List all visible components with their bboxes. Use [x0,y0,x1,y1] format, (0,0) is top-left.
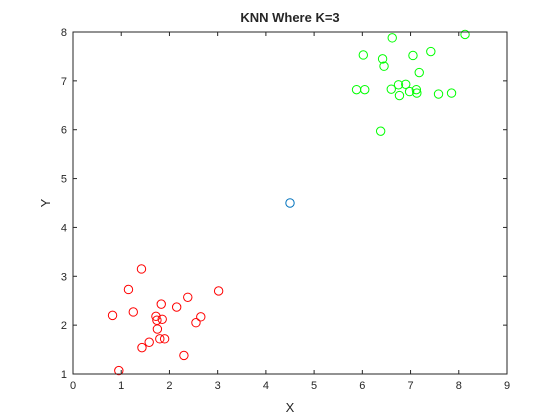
data-points [107,29,470,376]
plot-box [72,31,508,375]
data-point-s0-18 [196,312,206,322]
data-point-s0-7 [151,311,161,322]
x-tick-label: 3 [215,380,221,392]
y-tick-label: 2 [61,320,67,332]
y-tick-label: 4 [61,222,67,234]
data-point-s0-1 [114,365,124,376]
x-tick-label: 0 [70,380,76,392]
data-point-s1-6 [386,84,396,94]
data-point-s0-17 [191,318,201,328]
data-point-s1-18 [446,88,457,98]
data-point-s0-2 [123,284,134,295]
data-point-s0-15 [179,350,189,361]
data-point-s0-13 [159,334,170,344]
x-tick-label: 7 [407,380,413,392]
data-point-s0-9 [152,324,163,334]
data-point-s1-11 [404,86,415,97]
x-tick-label: 5 [311,380,317,392]
x-axis-ticks: 0 1 2 3 4 5 6 7 8 9 [70,32,510,392]
data-point-s0-19 [213,286,224,296]
x-tick-label: 2 [166,380,172,392]
data-point-s0-5 [137,342,147,353]
data-point-s0-12 [157,314,167,324]
y-tick-label: 5 [61,174,67,186]
data-point-s1-2 [360,84,370,95]
chart-title: KNN Where K=3 [240,10,339,25]
axes [72,31,508,375]
y-axis-label: Y [38,198,53,207]
y-tick-label: 8 [61,27,67,39]
x-tick-label: 4 [263,380,269,392]
data-point-s0-14 [171,302,182,312]
x-tick-label: 8 [456,380,462,392]
data-point-s1-8 [393,80,404,90]
data-point-s1-10 [401,79,411,89]
y-tick-label: 1 [61,369,67,381]
data-point-s0-10 [155,334,165,344]
y-tick-label: 3 [61,271,67,283]
data-point-s0-4 [136,264,147,274]
data-point-s1-3 [375,126,386,136]
data-point-s1-19 [460,29,470,40]
x-tick-label: 9 [504,380,510,392]
plot-area [73,32,507,374]
data-point-s1-14 [412,88,422,98]
y-axis-ticks: 1 2 3 4 5 6 7 8 [61,27,507,381]
x-tick-label: 6 [359,380,365,392]
data-point-s1-15 [414,67,424,78]
data-point-s0-16 [183,292,193,302]
data-point-s1-12 [408,50,418,61]
data-point-s1-1 [358,50,368,60]
data-point-s1-9 [394,90,405,101]
data-point-s0-6 [144,337,154,347]
data-point-s1-17 [433,89,444,99]
data-point-s2-0 [285,198,295,208]
data-point-s1-16 [426,46,436,57]
data-point-s1-5 [379,61,389,71]
data-point-s0-3 [128,307,138,317]
x-axis-label: X [286,400,295,415]
y-tick-label: 7 [61,76,67,88]
x-tick-label: 1 [118,380,124,392]
data-point-s1-7 [387,33,397,43]
y-tick-label: 6 [61,125,67,137]
data-point-s0-11 [156,299,166,309]
data-point-s1-13 [411,84,422,95]
data-point-s0-0 [107,310,118,321]
data-point-s1-4 [377,54,388,64]
